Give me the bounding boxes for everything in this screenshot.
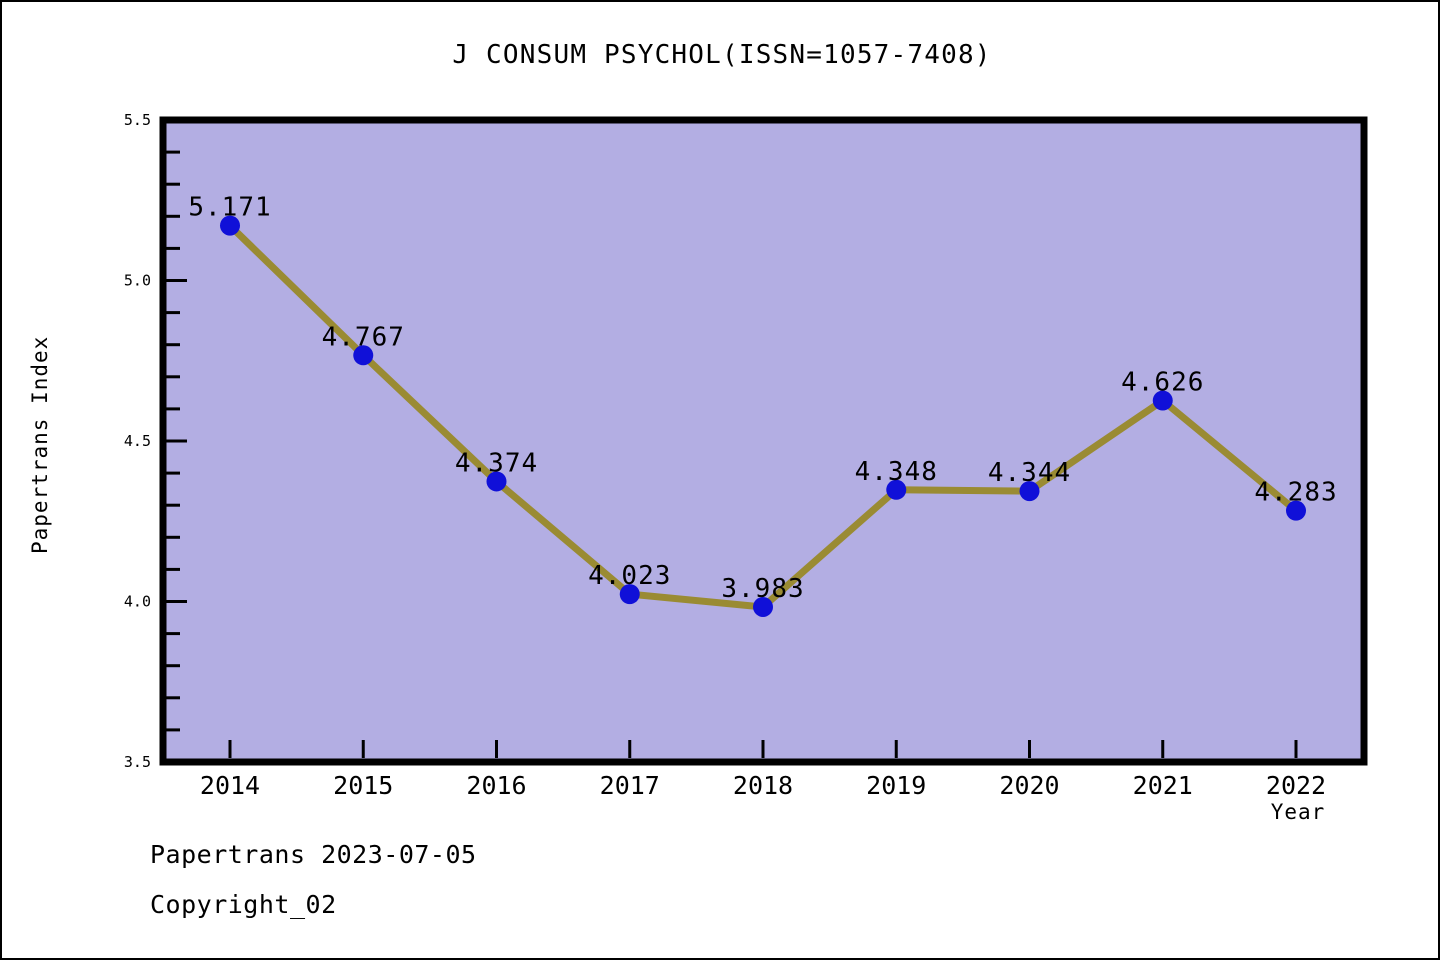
plot-background bbox=[163, 120, 1364, 762]
svg-text:2018: 2018 bbox=[733, 771, 793, 800]
data-point-markers bbox=[220, 215, 1306, 617]
footer-copyright: Copyright_02 bbox=[150, 890, 337, 919]
chart-title: J CONSUM PSYCHOL(ISSN=1057-7408) bbox=[452, 40, 992, 70]
data-point-marker bbox=[619, 584, 640, 605]
data-point-marker bbox=[353, 345, 374, 366]
data-point-label: 4.767 bbox=[322, 322, 405, 352]
svg-text:2015: 2015 bbox=[333, 771, 393, 800]
data-point-marker bbox=[1286, 500, 1306, 521]
svg-text:2022: 2022 bbox=[1266, 771, 1326, 800]
data-point-label: 5.171 bbox=[188, 193, 271, 223]
data-point-marker bbox=[1019, 481, 1040, 502]
x-axis-title: Year bbox=[1270, 800, 1326, 824]
data-point-marker bbox=[886, 479, 907, 500]
x-axis-ticks bbox=[228, 740, 1298, 758]
svg-text:2019: 2019 bbox=[866, 771, 926, 800]
svg-text:5.5: 5.5 bbox=[124, 111, 151, 129]
plot-frame bbox=[159, 116, 1368, 766]
y-axis-tick-labels: 3.5 4.0 4.5 5.0 5.5 bbox=[124, 111, 151, 771]
x-axis-tick-labels: 2014 2015 2016 2017 2018 2019 2020 2021 2022 bbox=[200, 771, 1326, 800]
y-axis-minor-ticks bbox=[166, 150, 180, 732]
y-axis-major-ticks bbox=[166, 279, 187, 603]
svg-text:2017: 2017 bbox=[600, 771, 660, 800]
data-point-label: 4.374 bbox=[455, 448, 538, 478]
svg-text:3.5: 3.5 bbox=[124, 753, 151, 771]
data-point-label: 4.626 bbox=[1121, 368, 1204, 398]
data-point-labels: 5.171 4.767 4.374 4.023 3.983 4.348 4.344 4.626… bbox=[188, 193, 1337, 604]
svg-text:2016: 2016 bbox=[466, 771, 526, 800]
data-point-label: 3.983 bbox=[721, 574, 804, 604]
svg-text:4.5: 4.5 bbox=[124, 432, 151, 450]
svg-text:2014: 2014 bbox=[200, 771, 260, 800]
data-point-marker bbox=[220, 215, 240, 236]
data-point-marker bbox=[486, 471, 507, 492]
data-point-label: 4.348 bbox=[855, 457, 938, 487]
svg-text:2021: 2021 bbox=[1133, 771, 1193, 800]
footer-date: Papertrans 2023-07-05 bbox=[150, 840, 477, 869]
data-point-label: 4.023 bbox=[588, 561, 671, 591]
svg-text:4.0: 4.0 bbox=[124, 593, 151, 611]
svg-text:5.0: 5.0 bbox=[124, 272, 151, 290]
data-point-label: 4.344 bbox=[988, 458, 1071, 488]
data-point-label: 4.283 bbox=[1254, 478, 1337, 508]
data-point-marker bbox=[753, 596, 773, 617]
data-point-marker bbox=[1152, 390, 1173, 411]
svg-text:2020: 2020 bbox=[999, 771, 1059, 800]
y-axis-title: Papertrans Index bbox=[28, 335, 52, 554]
